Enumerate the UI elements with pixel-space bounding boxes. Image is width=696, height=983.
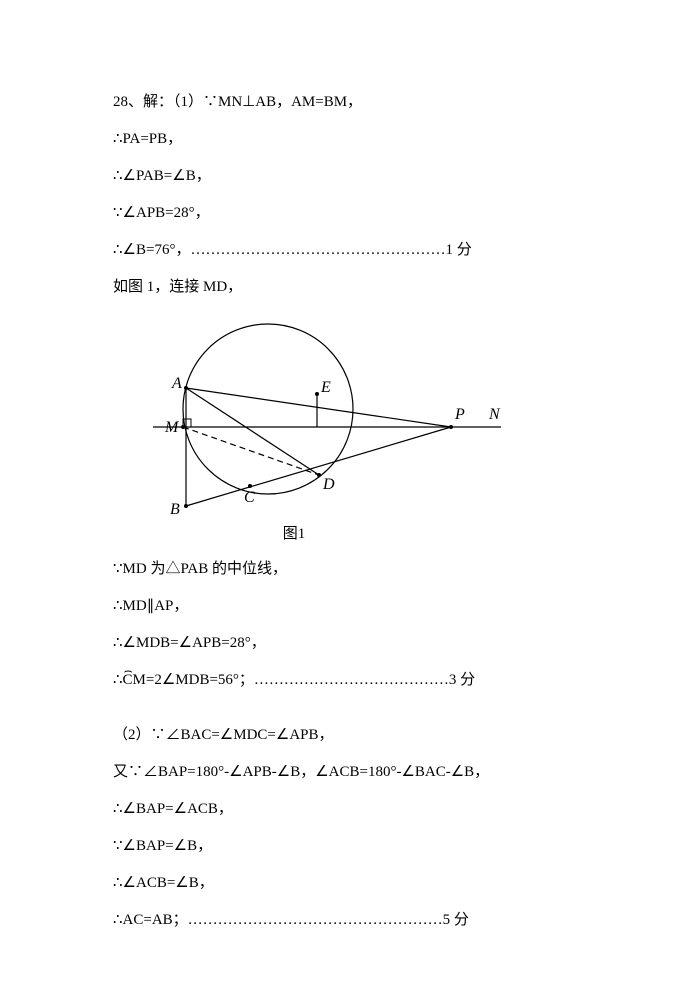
svg-text:N: N xyxy=(488,406,501,423)
svg-text:C: C xyxy=(244,489,255,506)
line-16: ∴AC=AB；……………………………………………5 分 xyxy=(113,910,696,931)
line-2: ∴PA=PB， xyxy=(113,129,696,150)
line-13: ∴∠BAP=∠ACB， xyxy=(113,799,696,820)
arc-cm: CM xyxy=(123,672,146,688)
line-3: ∴∠PAB=∠B， xyxy=(113,166,696,187)
line-4: ∵∠APB=28°， xyxy=(113,203,696,224)
svg-text:P: P xyxy=(454,406,465,423)
line-10-pre: ∴ xyxy=(113,672,123,688)
line-9: ∴∠MDB=∠APB=28°， xyxy=(113,633,696,654)
line-8: ∴MD∥AP， xyxy=(113,596,696,617)
figure-1: A E P N M D C B 图1 xyxy=(103,314,696,545)
line-14: ∵∠BAP=∠B， xyxy=(113,836,696,857)
svg-text:M: M xyxy=(164,419,180,436)
line-10-post: =2∠MDB=56°；…………………………………3 分 xyxy=(146,672,475,688)
svg-text:B: B xyxy=(170,501,180,518)
figure-caption: 图1 xyxy=(103,524,485,545)
line-10: ∴CM=2∠MDB=56°；…………………………………3 分 xyxy=(113,670,696,691)
svg-text:E: E xyxy=(320,379,331,396)
line-5: ∴∠B=76°，……………………………………………1 分 xyxy=(113,240,696,261)
svg-text:D: D xyxy=(322,476,335,493)
line-12: 又∵∠BAP=180°-∠APB-∠B，∠ACB=180°-∠BAC-∠B， xyxy=(113,762,696,783)
line-15: ∴∠ACB=∠B， xyxy=(113,873,696,894)
line-7: ∵MD 为△PAB 的中位线， xyxy=(113,559,696,580)
line-1: 28、解：（1）∵MN⊥AB，AM=BM， xyxy=(113,92,696,113)
svg-text:A: A xyxy=(171,375,182,392)
line-11: （2）∵∠BAC=∠MDC=∠APB， xyxy=(113,725,696,746)
line-6: 如图 1，连接 MD， xyxy=(113,277,696,298)
geometry-diagram: A E P N M D C B xyxy=(103,314,513,519)
